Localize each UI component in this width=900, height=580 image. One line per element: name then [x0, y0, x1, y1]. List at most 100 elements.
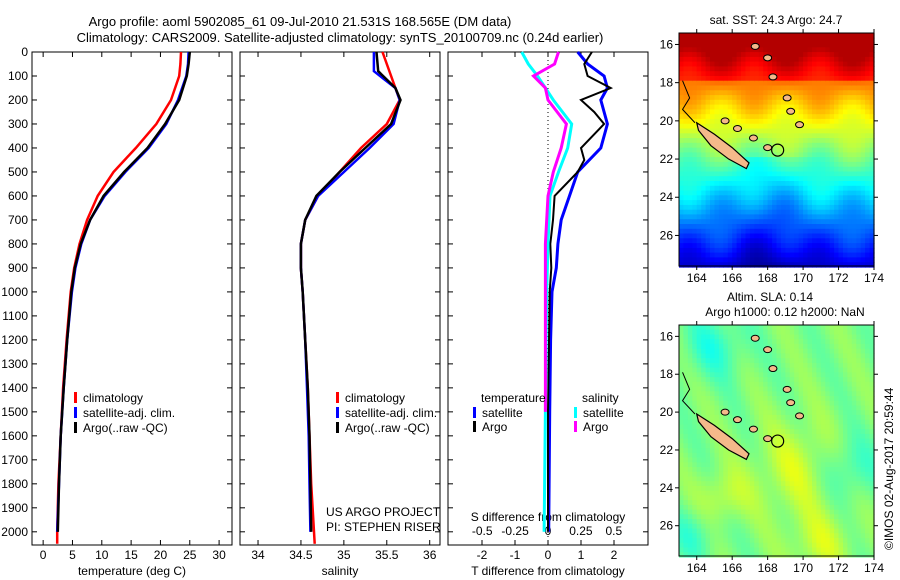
map-cell — [860, 467, 866, 473]
map-cell — [758, 252, 764, 258]
map-cell — [754, 209, 760, 216]
map-cell — [732, 61, 738, 67]
map-cell — [812, 547, 817, 553]
map-cell — [701, 509, 707, 515]
map-cell — [701, 367, 707, 373]
map-cell — [789, 391, 795, 397]
map-cell — [803, 405, 809, 411]
y-tick-label: 1900 — [1, 501, 28, 515]
map-cell — [829, 195, 835, 201]
map-cell — [789, 334, 795, 340]
map-cell — [723, 396, 729, 402]
map-cell — [718, 386, 724, 392]
map-cell — [763, 42, 769, 48]
map-cell — [829, 90, 835, 96]
map-cell — [745, 152, 751, 158]
map-cell — [754, 123, 760, 130]
map-cell — [692, 452, 698, 459]
map-cell — [718, 509, 724, 515]
map-cell — [785, 452, 791, 459]
map-cell — [687, 214, 693, 220]
map-cell — [843, 348, 848, 354]
map-cell — [798, 228, 804, 235]
map-cell — [736, 37, 742, 44]
map-cell — [727, 171, 733, 177]
map-cell — [705, 238, 711, 244]
map-cell — [851, 381, 857, 388]
map-cell — [696, 52, 702, 58]
map-cell — [701, 99, 707, 106]
map-cell — [798, 353, 804, 359]
map-cell — [727, 381, 733, 388]
map-cell — [780, 171, 786, 177]
map-cell — [812, 542, 817, 548]
map-cell — [687, 33, 693, 39]
map-cell — [749, 467, 755, 473]
map-cell — [736, 71, 742, 77]
map-cell — [794, 339, 800, 345]
map-cell — [745, 128, 751, 134]
map-cell — [687, 405, 693, 411]
map-cell — [754, 400, 760, 406]
map-cell — [710, 200, 715, 206]
map-cell — [798, 80, 804, 87]
map-cell — [705, 538, 711, 544]
map-cell — [785, 90, 791, 96]
map-cell — [736, 400, 742, 406]
map-cell — [741, 224, 746, 230]
y-tick-label: 600 — [8, 189, 28, 203]
map-cell — [794, 367, 800, 373]
map-cell — [687, 429, 693, 435]
map-cell — [701, 542, 707, 548]
map-cell — [696, 509, 702, 515]
map-cell — [705, 519, 711, 525]
map-y-tick-label: 18 — [660, 367, 674, 381]
map-cell — [851, 238, 857, 244]
map-cell — [843, 343, 848, 350]
map-cell — [772, 325, 778, 331]
map-cell — [843, 152, 848, 158]
map-cell — [820, 109, 826, 115]
map-cell — [829, 80, 835, 87]
map-cell — [767, 362, 773, 369]
map-cell — [847, 372, 853, 378]
map-cell — [767, 109, 773, 115]
map-cell — [860, 257, 866, 263]
map-cell — [847, 37, 853, 44]
map-cell — [812, 95, 817, 101]
map-cell — [785, 214, 791, 220]
map-cell — [869, 171, 875, 177]
map-cell — [727, 262, 733, 268]
map-cell — [767, 138, 773, 144]
map-cell — [847, 76, 853, 82]
map-cell — [763, 95, 769, 101]
map-cell — [767, 219, 773, 225]
map-cell — [710, 228, 715, 235]
map-cell — [701, 214, 707, 220]
map-cell — [763, 114, 769, 120]
map-cell — [758, 509, 764, 515]
map-cell — [718, 414, 724, 421]
map-cell — [763, 247, 769, 254]
map-cell — [798, 443, 804, 449]
map-cell — [834, 95, 840, 101]
map-cell — [745, 204, 751, 211]
map-cell — [803, 443, 809, 449]
map-cell — [683, 157, 689, 163]
map-cell — [860, 56, 866, 63]
map-cell — [701, 471, 707, 477]
map-cell — [838, 128, 844, 134]
title-line-2: Climatology: CARS2009. Satellite-adjuste… — [77, 30, 604, 45]
map-cell — [692, 514, 698, 520]
map-cell — [780, 104, 786, 110]
map-cell — [869, 514, 875, 520]
map-cell — [803, 99, 809, 106]
map-cell — [745, 481, 751, 487]
map-cell — [838, 176, 844, 182]
map-cell — [727, 386, 733, 392]
map-cell — [763, 538, 769, 544]
map-cell — [838, 353, 844, 359]
map-cell — [869, 142, 875, 149]
map-cell — [807, 152, 813, 158]
map-cell — [701, 452, 707, 459]
